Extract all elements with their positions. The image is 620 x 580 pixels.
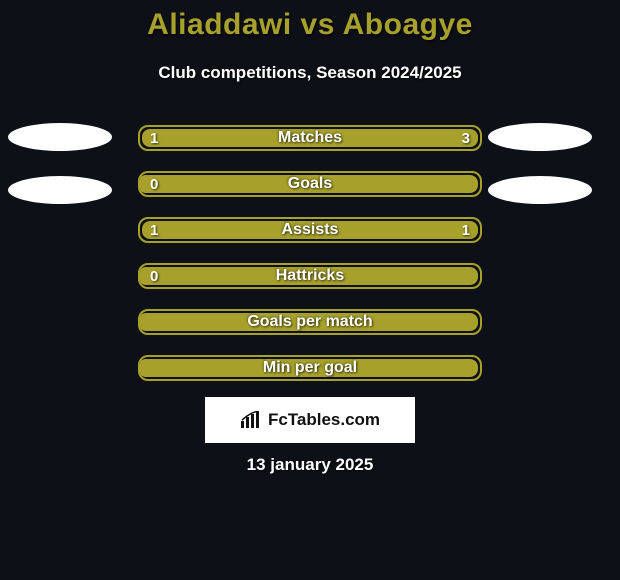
logo-text: FcTables.com	[268, 410, 380, 430]
fctables-logo: FcTables.com	[205, 397, 415, 443]
snapshot-date: 13 january 2025	[0, 455, 620, 475]
stat-label: Assists	[140, 219, 480, 241]
stat-bar: Hattricks0	[138, 263, 482, 289]
stat-label: Min per goal	[140, 357, 480, 379]
stat-label: Goals	[140, 173, 480, 195]
stat-label: Goals per match	[140, 311, 480, 333]
stat-bar: Min per goal	[138, 355, 482, 381]
stat-bar: Assists1 1	[138, 217, 482, 243]
player-left-badge-1	[8, 123, 112, 151]
stat-label: Hattricks	[140, 265, 480, 287]
bar-chart-icon	[240, 411, 262, 429]
stat-bar: Goals per match	[138, 309, 482, 335]
stat-label: Matches	[140, 127, 480, 149]
stat-left-value: 1	[150, 219, 158, 241]
stat-bar: Goals0	[138, 171, 482, 197]
stat-left-value: 0	[150, 265, 158, 287]
stat-right-value: 3	[462, 127, 470, 149]
stat-left-value: 0	[150, 173, 158, 195]
player-right-badge-2	[488, 176, 592, 204]
comparison-subtitle: Club competitions, Season 2024/2025	[0, 63, 620, 83]
stat-left-value: 1	[150, 127, 158, 149]
stat-right-value: 1	[462, 219, 470, 241]
player-left-badge-2	[8, 176, 112, 204]
stat-bar: Matches1 3	[138, 125, 482, 151]
player-right-badge-1	[488, 123, 592, 151]
comparison-title: Aliaddawi vs Aboagye	[0, 8, 620, 42]
